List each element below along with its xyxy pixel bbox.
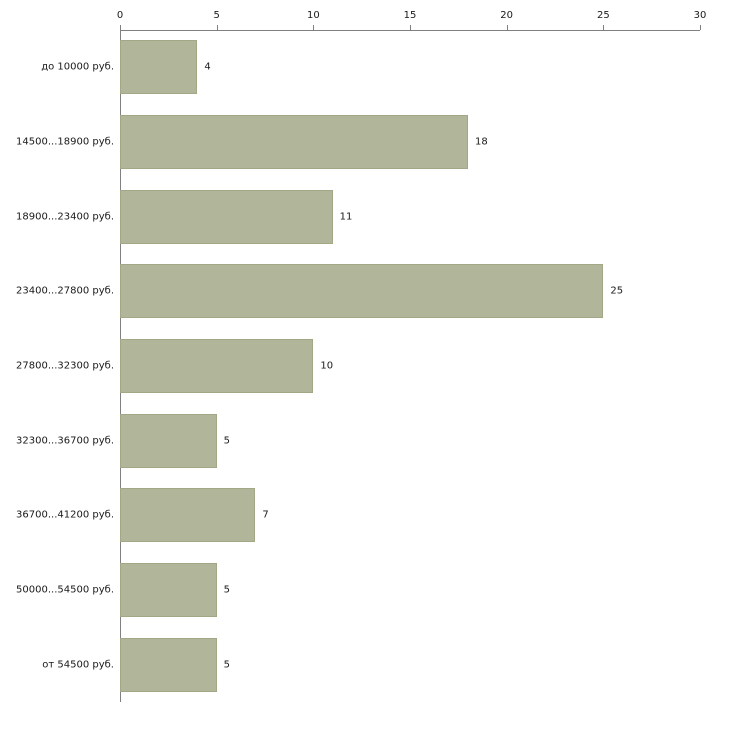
x-tick-mark — [120, 25, 121, 30]
bar-row: 14500...18900 руб. 18 — [0, 105, 730, 180]
bar — [120, 637, 217, 692]
category-label: 23400...27800 руб. — [16, 285, 114, 297]
bar — [120, 114, 468, 169]
x-tick-mark — [216, 25, 218, 30]
category-label: 18900...23400 руб. — [16, 211, 114, 223]
bar-row: 23400...27800 руб. 25 — [0, 254, 730, 329]
bar-row: 36700...41200 руб. 7 — [0, 478, 730, 553]
category-label: 27800...32300 руб. — [16, 360, 114, 372]
bar — [120, 40, 198, 95]
category-label: 36700...41200 руб. — [16, 509, 114, 521]
bar — [120, 264, 604, 319]
category-label: 50000...54500 руб. — [16, 584, 114, 596]
bar — [120, 562, 217, 617]
bar-row: 32300...36700 руб. 5 — [0, 403, 730, 478]
value-label: 5 — [223, 584, 231, 596]
x-tick-label: 20 — [500, 10, 514, 21]
value-label: 4 — [204, 61, 211, 73]
x-tick-label: 30 — [693, 10, 707, 21]
bar-row: 27800...32300 руб. 10 — [0, 329, 730, 404]
value-label: 25 — [610, 285, 624, 297]
bar-row: до 10000 руб. 4 — [0, 30, 730, 105]
x-tick-label: 25 — [596, 10, 610, 21]
x-tick-label: 10 — [306, 10, 320, 21]
bar — [120, 338, 314, 393]
x-tick-mark — [506, 25, 508, 30]
x-tick-mark — [313, 25, 315, 30]
value-label: 11 — [339, 211, 353, 223]
value-label: 5 — [223, 435, 231, 447]
bars-container: до 10000 руб. 4 14500...18900 руб. 18 18900.… — [0, 30, 730, 702]
value-label: 7 — [262, 509, 269, 521]
bar — [120, 189, 333, 244]
x-tick-mark — [700, 25, 701, 30]
category-label: 14500...18900 руб. — [16, 136, 114, 148]
bar-row: 50000...54500 руб. 5 — [0, 553, 730, 628]
x-axis-line — [120, 30, 700, 31]
category-label: до 10000 руб. — [41, 61, 114, 73]
x-tick-mark — [603, 25, 605, 30]
value-label: 5 — [223, 659, 231, 671]
bar — [120, 413, 217, 468]
bar-row: от 54500 руб. 5 — [0, 627, 730, 702]
x-tick-mark — [410, 25, 411, 30]
category-label: от 54500 руб. — [42, 659, 114, 671]
bar — [120, 488, 256, 543]
category-label: 32300...36700 руб. — [16, 435, 114, 447]
bar-row: 18900...23400 руб. 11 — [0, 179, 730, 254]
x-tick-label: 5 — [213, 10, 220, 21]
x-tick-label: 15 — [403, 10, 417, 21]
value-label: 18 — [475, 136, 488, 148]
x-tick-label: 0 — [116, 10, 124, 21]
value-label: 10 — [320, 360, 334, 372]
